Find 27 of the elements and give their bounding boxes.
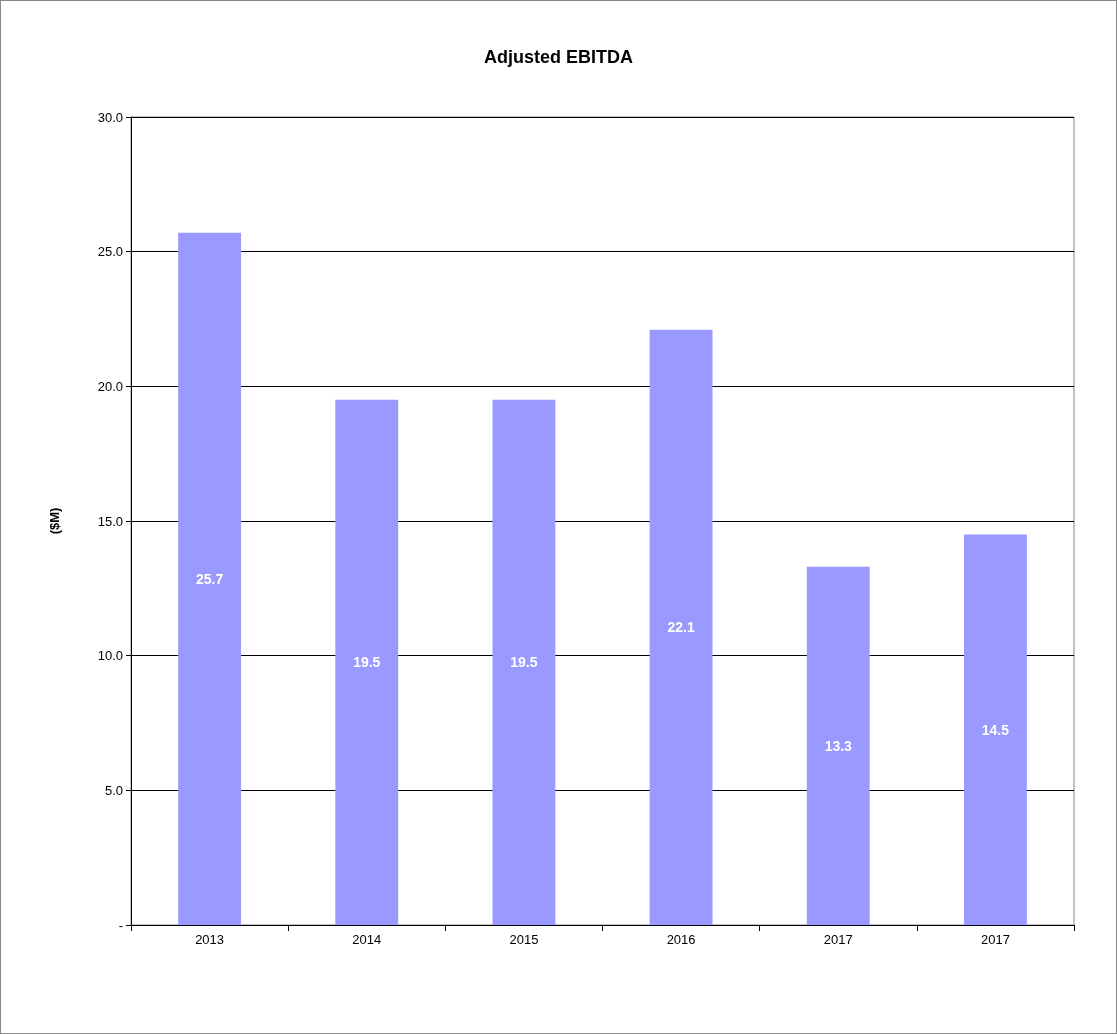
y-axis-title: ($M) xyxy=(47,507,62,535)
x-tick-label: 2015 xyxy=(509,932,539,947)
y-tick-label: 25.0 xyxy=(97,244,123,260)
data-label: 13.3 xyxy=(824,737,853,754)
bar xyxy=(492,399,556,925)
data-label: 19.5 xyxy=(353,654,381,671)
y-tick-label: 5.0 xyxy=(104,782,123,798)
data-label: 14.5 xyxy=(981,721,1010,738)
data-label: 22.1 xyxy=(667,619,695,636)
bar xyxy=(963,534,1027,925)
x-tick-label: 2017 xyxy=(823,932,853,947)
data-label: 25.7 xyxy=(195,570,224,587)
y-tick-label: 15.0 xyxy=(97,513,123,529)
x-tick-label: 2014 xyxy=(352,932,382,947)
data-label: 19.5 xyxy=(510,654,538,671)
chart-title: Adjusted EBITDA xyxy=(483,47,634,67)
y-tick-label: 10.0 xyxy=(97,648,123,664)
x-tick-label: 2013 xyxy=(195,932,225,947)
y-tick-label: - xyxy=(118,917,123,933)
bar xyxy=(335,399,399,925)
bar xyxy=(806,566,870,925)
bar xyxy=(649,329,713,925)
y-tick-label: 20.0 xyxy=(97,378,123,394)
x-tick-label: 2016 xyxy=(666,932,696,947)
bar xyxy=(178,232,242,925)
x-tick-label: 2017 xyxy=(980,932,1010,947)
y-tick-label: 30.0 xyxy=(97,109,123,125)
